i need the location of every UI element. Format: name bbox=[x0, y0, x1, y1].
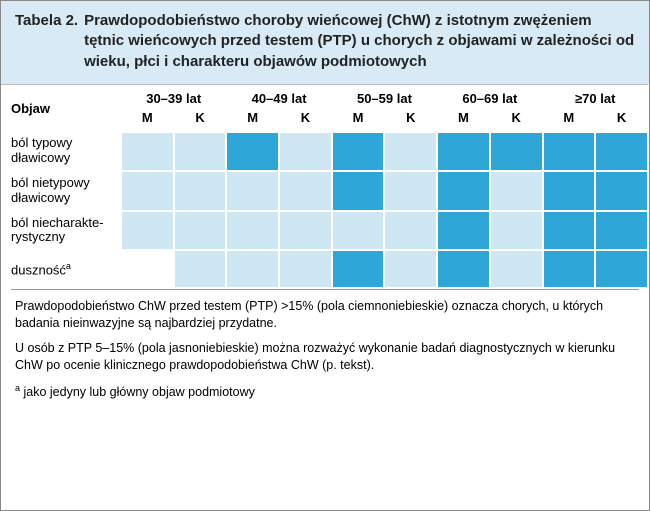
table-figure: Tabela 2. Prawdopodobieństwo choroby wie… bbox=[0, 0, 650, 511]
cell-1-9 bbox=[595, 171, 648, 211]
cell-0-9 bbox=[595, 132, 648, 171]
footer-note-1: Prawdopodobieństwo ChW przed testem (PTP… bbox=[15, 298, 635, 332]
title-text: Prawdopodobieństwo choroby wieńcowej (Ch… bbox=[84, 11, 635, 72]
table-header: Tabela 2. Prawdopodobieństwo choroby wie… bbox=[1, 1, 649, 84]
col-header-age-1: 40–49 lat bbox=[226, 84, 331, 108]
col-header-k-4: K bbox=[595, 108, 648, 132]
table-title: Tabela 2. Prawdopodobieństwo choroby wie… bbox=[15, 11, 635, 72]
cell-3-8 bbox=[543, 250, 596, 288]
col-header-age-3: 60–69 lat bbox=[437, 84, 542, 108]
footer-note-3: a jako jedyny lub główny objaw podmiotow… bbox=[15, 382, 635, 401]
cell-0-4 bbox=[332, 132, 385, 171]
cell-2-0 bbox=[121, 211, 174, 251]
cell-3-7 bbox=[490, 250, 543, 288]
ptp-table: Objaw30–39 lat40–49 lat50–59 lat60–69 la… bbox=[1, 84, 649, 290]
col-header-k-3: K bbox=[490, 108, 543, 132]
cell-0-1 bbox=[174, 132, 227, 171]
col-header-k-1: K bbox=[279, 108, 332, 132]
cell-2-6 bbox=[437, 211, 490, 251]
row-label-3: dusznośća bbox=[1, 250, 121, 288]
cell-3-1 bbox=[174, 250, 227, 288]
cell-0-6 bbox=[437, 132, 490, 171]
col-header-m-3: M bbox=[437, 108, 490, 132]
cell-1-2 bbox=[226, 171, 279, 211]
col-header-k-0: K bbox=[174, 108, 227, 132]
cell-2-3 bbox=[279, 211, 332, 251]
cell-1-8 bbox=[543, 171, 596, 211]
cell-3-3 bbox=[279, 250, 332, 288]
cell-3-9 bbox=[595, 250, 648, 288]
col-header-m-1: M bbox=[226, 108, 279, 132]
cell-0-5 bbox=[384, 132, 437, 171]
cell-0-3 bbox=[279, 132, 332, 171]
cell-2-1 bbox=[174, 211, 227, 251]
cell-1-7 bbox=[490, 171, 543, 211]
cell-1-5 bbox=[384, 171, 437, 211]
footer-note-2: U osób z PTP 5–15% (pola jasnoniebieskie… bbox=[15, 340, 635, 374]
col-header-m-4: M bbox=[543, 108, 596, 132]
cell-2-4 bbox=[332, 211, 385, 251]
col-header-m-2: M bbox=[332, 108, 385, 132]
cell-0-2 bbox=[226, 132, 279, 171]
cell-3-0 bbox=[121, 250, 174, 288]
col-header-objaw: Objaw bbox=[1, 84, 121, 132]
cell-0-8 bbox=[543, 132, 596, 171]
cell-1-3 bbox=[279, 171, 332, 211]
cell-1-4 bbox=[332, 171, 385, 211]
table-row: ból niecharakte-rystyczny bbox=[1, 211, 648, 251]
row-label-1: ból nietypowydławicowy bbox=[1, 171, 121, 211]
table-row: ból typowydławicowy bbox=[1, 132, 648, 171]
col-header-k-2: K bbox=[384, 108, 437, 132]
table-row: dusznośća bbox=[1, 250, 648, 288]
title-label: Tabela 2. bbox=[15, 11, 84, 72]
col-header-age-2: 50–59 lat bbox=[332, 84, 437, 108]
cell-1-0 bbox=[121, 171, 174, 211]
cell-3-4 bbox=[332, 250, 385, 288]
cell-2-7 bbox=[490, 211, 543, 251]
row-label-2: ból niecharakte-rystyczny bbox=[1, 211, 121, 251]
cell-2-2 bbox=[226, 211, 279, 251]
cell-3-2 bbox=[226, 250, 279, 288]
col-header-age-4: ≥70 lat bbox=[543, 84, 649, 108]
cell-1-1 bbox=[174, 171, 227, 211]
col-header-age-0: 30–39 lat bbox=[121, 84, 226, 108]
cell-2-5 bbox=[384, 211, 437, 251]
cell-2-9 bbox=[595, 211, 648, 251]
col-header-m-0: M bbox=[121, 108, 174, 132]
cell-3-6 bbox=[437, 250, 490, 288]
cell-0-7 bbox=[490, 132, 543, 171]
cell-0-0 bbox=[121, 132, 174, 171]
cell-1-6 bbox=[437, 171, 490, 211]
table-row: ból nietypowydławicowy bbox=[1, 171, 648, 211]
cell-2-8 bbox=[543, 211, 596, 251]
cell-3-5 bbox=[384, 250, 437, 288]
table-footer: Prawdopodobieństwo ChW przed testem (PTP… bbox=[11, 289, 639, 415]
row-label-0: ból typowydławicowy bbox=[1, 132, 121, 171]
